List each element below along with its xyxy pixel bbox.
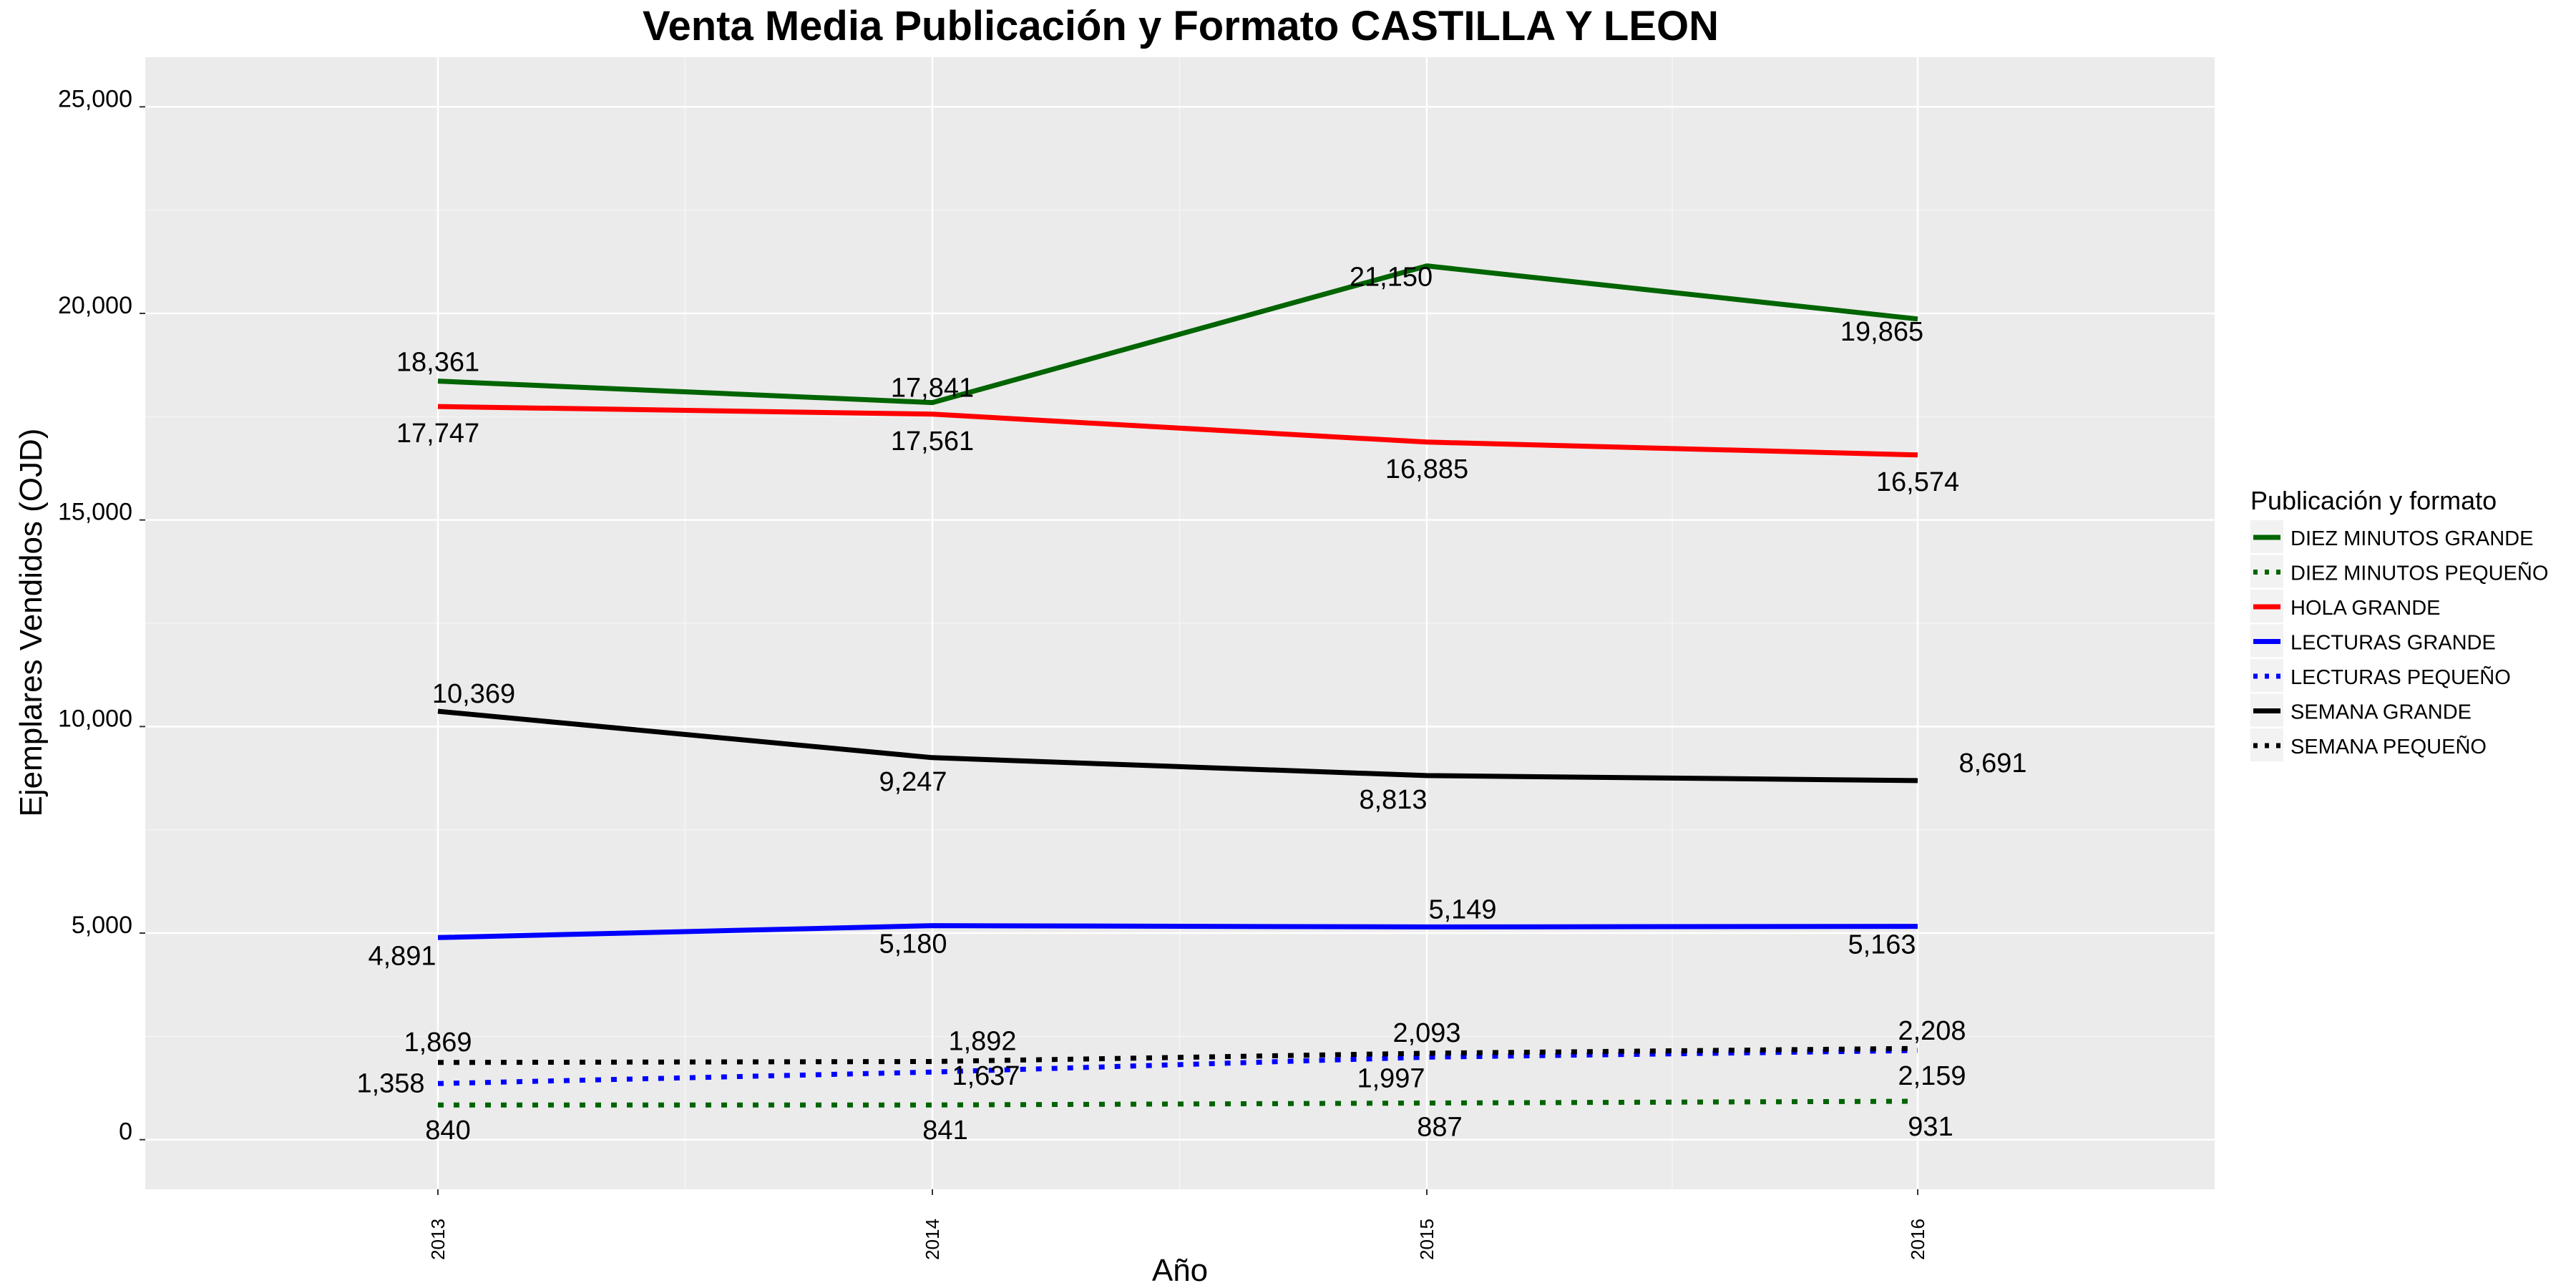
grid-lines bbox=[145, 57, 2215, 1189]
legend-label: HOLA GRANDE bbox=[2290, 597, 2441, 620]
data-label: 1,869 bbox=[404, 1028, 472, 1058]
chart-title: Venta Media Publicación y Formato CASTIL… bbox=[643, 3, 1719, 49]
series-line bbox=[437, 923, 1918, 940]
data-label: 2,159 bbox=[1898, 1061, 1966, 1091]
data-label: 5,180 bbox=[879, 930, 947, 960]
data-label: 17,561 bbox=[891, 426, 974, 457]
x-tick-label: 2016 bbox=[1907, 1219, 1928, 1260]
series-line bbox=[437, 1045, 1918, 1065]
data-label: 2,208 bbox=[1898, 1016, 1966, 1046]
y-tick-label: 25,000 bbox=[58, 85, 132, 112]
legend-label: LECTURAS GRANDE bbox=[2290, 632, 2496, 655]
data-labels: 18,361 17,841 21,150 19,865 840 841 887 931 17,7… bbox=[356, 263, 2026, 1146]
data-label: 841 bbox=[922, 1116, 967, 1146]
legend-label: SEMANA GRANDE bbox=[2290, 701, 2472, 724]
series-line bbox=[437, 1048, 1918, 1086]
data-label: 9,247 bbox=[879, 767, 947, 797]
legend-item: DIEZ MINUTOS PEQUEÑO bbox=[2250, 555, 2548, 588]
legend-item: SEMANA PEQUEÑO bbox=[2250, 728, 2487, 761]
series-line bbox=[438, 1098, 1918, 1108]
y-tick-label: 10,000 bbox=[58, 705, 132, 732]
data-label: 1,358 bbox=[356, 1068, 424, 1098]
y-tick-label: 0 bbox=[119, 1118, 132, 1146]
legend: Publicación y formato DIEZ MINUTOS GRAND… bbox=[2250, 486, 2548, 761]
legend-item: LECTURAS GRANDE bbox=[2250, 624, 2496, 658]
data-label: 10,369 bbox=[432, 679, 515, 709]
data-label: 8,691 bbox=[1958, 748, 2026, 779]
data-label: 18,361 bbox=[396, 348, 479, 378]
data-label: 5,149 bbox=[1428, 894, 1496, 924]
x-tick-label: 2015 bbox=[1416, 1219, 1438, 1260]
data-label: 16,885 bbox=[1385, 454, 1468, 484]
legend-item: SEMANA GRANDE bbox=[2250, 693, 2472, 727]
series-line bbox=[437, 263, 1918, 406]
y-tick-label: 20,000 bbox=[58, 292, 132, 319]
y-axis-title: Ejemplares Vendidos (OJD) bbox=[14, 429, 49, 817]
data-label: 1,997 bbox=[1357, 1063, 1425, 1093]
series-line bbox=[437, 708, 1918, 784]
legend-item: HOLA GRANDE bbox=[2250, 590, 2441, 623]
data-label: 16,574 bbox=[1876, 467, 1959, 497]
data-label: 21,150 bbox=[1350, 263, 1433, 293]
data-label: 1,637 bbox=[952, 1061, 1020, 1091]
data-label: 17,841 bbox=[891, 374, 974, 404]
data-label: 4,891 bbox=[368, 941, 436, 971]
data-label: 1,892 bbox=[948, 1026, 1016, 1056]
legend-item: LECTURAS PEQUEÑO bbox=[2250, 659, 2511, 692]
legend-title: Publicación y formato bbox=[2250, 486, 2497, 515]
legend-label: DIEZ MINUTOS GRANDE bbox=[2290, 527, 2533, 550]
data-label: 887 bbox=[1417, 1113, 1462, 1143]
series-line bbox=[437, 404, 1918, 458]
data-label: 2,093 bbox=[1392, 1018, 1460, 1048]
data-label: 840 bbox=[425, 1116, 470, 1146]
x-axis-title: Año bbox=[1152, 1253, 1208, 1288]
data-label: 931 bbox=[1908, 1112, 1953, 1142]
y-tick-label: 5,000 bbox=[72, 912, 132, 939]
data-label: 8,813 bbox=[1359, 785, 1427, 815]
legend-label: LECTURAS PEQUEÑO bbox=[2290, 665, 2511, 689]
x-tick-label: 2014 bbox=[922, 1219, 943, 1260]
data-label: 5,163 bbox=[1848, 930, 1916, 960]
legend-label: DIEZ MINUTOS PEQUEÑO bbox=[2290, 561, 2548, 585]
legend-label: SEMANA PEQUEÑO bbox=[2290, 734, 2487, 758]
x-tick-label: 2013 bbox=[427, 1219, 449, 1260]
axes: 0 5,000 10,000 15,000 20,000 25,000 2013 2014 20… bbox=[58, 85, 1928, 1260]
legend-item: DIEZ MINUTOS GRANDE bbox=[2250, 520, 2533, 553]
data-label: 19,865 bbox=[1840, 317, 1923, 347]
data-label: 17,747 bbox=[396, 419, 479, 449]
series-lines bbox=[437, 263, 1918, 1108]
y-tick-label: 15,000 bbox=[58, 499, 132, 526]
